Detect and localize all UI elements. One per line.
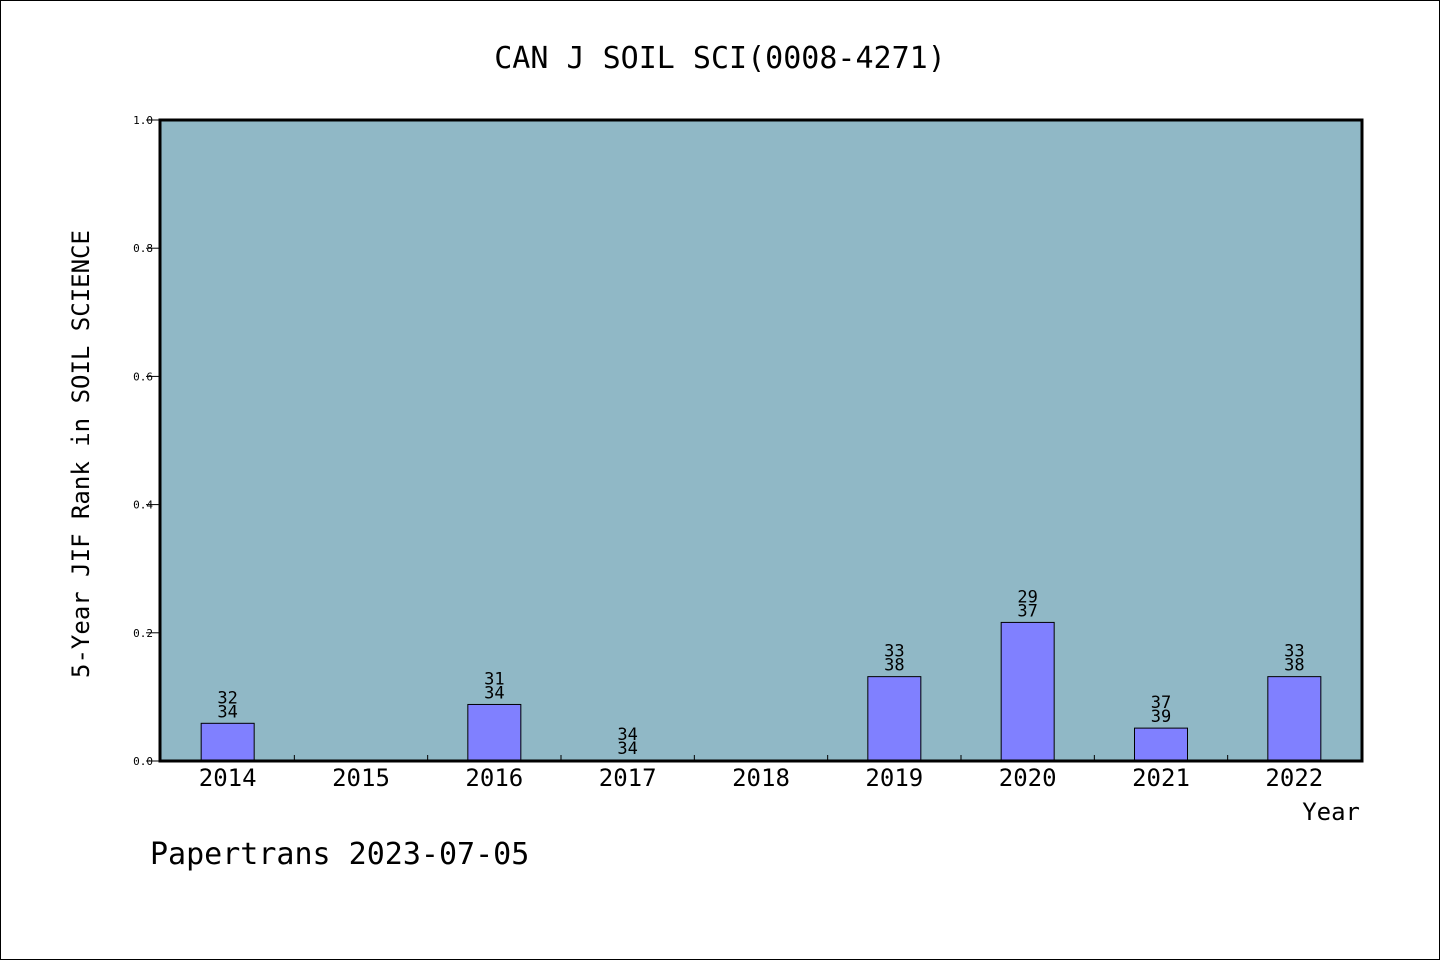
x-tick-label: 2022 xyxy=(1265,764,1323,792)
bar-label-top: 29 xyxy=(1017,587,1037,607)
y-tick-label: 0.4 xyxy=(133,499,153,512)
bar-label-bottom: 37 xyxy=(1017,601,1037,621)
bar-label-bottom: 38 xyxy=(884,656,904,676)
bar-label-top: 34 xyxy=(617,725,637,745)
bar-label-top: 32 xyxy=(217,688,237,708)
bar-label-bottom: 38 xyxy=(1284,656,1304,676)
y-tick-label: 0.6 xyxy=(133,370,153,383)
bar-2019 xyxy=(867,676,922,762)
x-tick-label: 2018 xyxy=(732,764,790,792)
bar-label-bottom: 34 xyxy=(484,683,504,703)
bar-label-top: 31 xyxy=(484,669,504,689)
y-tick-label: 1.0 xyxy=(133,114,153,127)
y-tick-label: 0.2 xyxy=(133,627,153,640)
bar-2016 xyxy=(467,703,522,762)
bar-label-bottom: 34 xyxy=(617,739,637,759)
x-axis-title: Year xyxy=(1302,798,1360,826)
bar-label-top: 33 xyxy=(884,642,904,662)
bar-label-top: 33 xyxy=(1284,642,1304,662)
bar-2021 xyxy=(1134,727,1188,762)
x-tick-label: 2019 xyxy=(865,764,923,792)
x-tick-label: 2016 xyxy=(465,764,523,792)
y-tick-label: 0.0 xyxy=(133,755,153,768)
plot-area xyxy=(160,120,1362,761)
chart-title: CAN J SOIL SCI(0008-4271) xyxy=(494,41,946,76)
plot-border xyxy=(158,118,1364,763)
x-tick-label: 2021 xyxy=(1132,764,1190,792)
footer-text: Papertrans 2023-07-05 xyxy=(150,837,529,872)
x-tick-label: 2014 xyxy=(199,764,257,792)
y-tick-label: 0.8 xyxy=(133,242,153,255)
bar-label-bottom: 34 xyxy=(217,702,237,722)
y-axis-title: 5-Year JIF Rank in SOIL SCIENCE xyxy=(67,230,95,678)
bar-series xyxy=(200,621,1322,762)
bar-2022 xyxy=(1267,676,1322,762)
x-tick-label: 2017 xyxy=(599,764,657,792)
bar-2020 xyxy=(1000,621,1055,762)
x-tick-label: 2020 xyxy=(999,764,1057,792)
bar-2014 xyxy=(200,722,255,762)
x-tick-label: 2015 xyxy=(332,764,390,792)
y-axis: 0.0 0.2 0.4 0.6 0.8 1.0 xyxy=(133,114,160,768)
bar-label-top: 37 xyxy=(1151,693,1171,713)
x-axis: 2014 2015 2016 2017 2018 2019 2020 2021 2022 xyxy=(199,755,1323,792)
bar-label-bottom: 39 xyxy=(1151,707,1171,727)
